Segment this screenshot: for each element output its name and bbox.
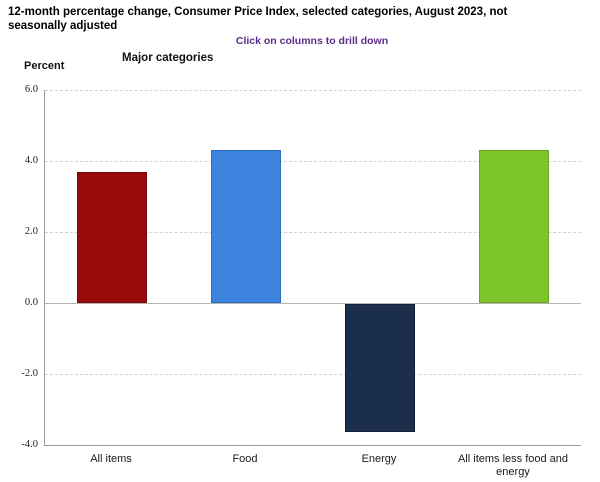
gridline-4	[45, 161, 581, 162]
gridline-2	[45, 232, 581, 233]
category-label-all-items-less-food-and-energy: All items less food and energy	[457, 453, 569, 478]
bar-energy[interactable]	[345, 304, 415, 432]
ytick-6.0: 6.0	[24, 84, 38, 95]
ytick--2.0: -2.0	[21, 368, 38, 379]
bar-food[interactable]	[211, 150, 281, 303]
ytick-0.0: 0.0	[24, 297, 38, 308]
bar-all-items[interactable]	[77, 171, 147, 303]
plot-area	[44, 90, 581, 446]
gridline--2	[45, 374, 581, 375]
ytick-2.0: 2.0	[24, 226, 38, 237]
y-axis-unit-label: Percent	[24, 60, 65, 72]
ytick-4.0: 4.0	[24, 155, 38, 166]
gridline-6	[45, 90, 581, 91]
zero-line	[45, 303, 581, 304]
chart-title: 12-month percentage change, Consumer Pri…	[8, 6, 508, 32]
category-label-all-items: All items	[90, 453, 132, 465]
group-label: Major categories	[122, 52, 214, 64]
ytick--4.0: -4.0	[21, 439, 38, 450]
category-label-energy: Energy	[361, 453, 397, 465]
bar-all-items-less-food-and-energy[interactable]	[479, 150, 549, 303]
category-label-food: Food	[232, 453, 258, 465]
drill-down-hint: Click on columns to drill down	[235, 35, 389, 47]
